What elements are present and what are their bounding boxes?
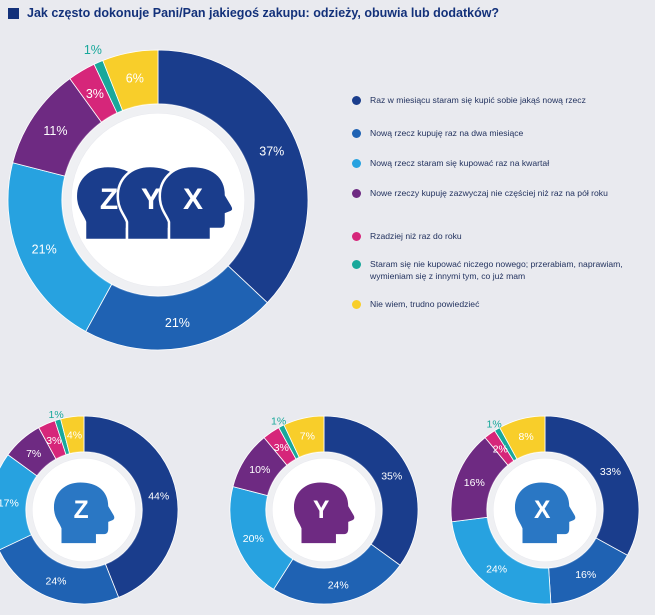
head-y-icon: Y bbox=[293, 482, 355, 544]
head-silhouette-icon bbox=[53, 482, 115, 544]
label-dont-know: 7% bbox=[300, 431, 315, 443]
legend-item-monthly: Raz w miesiącu staram się kupić sobie ja… bbox=[352, 94, 642, 106]
legend-label: Nie wiem, trudno powiedzieć bbox=[370, 299, 480, 309]
donut-chart-z: 44% 24% 17% 7% 3% 1%4% Z bbox=[0, 409, 179, 605]
slice-dont-know bbox=[102, 49, 159, 112]
legend-label: Staram się nie kupować niczego nowego; p… bbox=[370, 259, 623, 281]
label-rarely: 2% bbox=[493, 443, 508, 455]
head-letter: Y bbox=[141, 183, 161, 216]
inner-ring bbox=[265, 451, 383, 569]
label-rarely: 3% bbox=[46, 435, 61, 447]
legend-label: Nową rzecz staram się kupować raz na kwa… bbox=[370, 158, 550, 168]
label-dont-know: 8% bbox=[519, 431, 534, 443]
label-no-new: 1% bbox=[271, 416, 286, 428]
head-letter: X bbox=[183, 183, 203, 216]
legend-item-half-year: Nowe rzeczy kupuję zazwyczaj nie częście… bbox=[352, 187, 642, 199]
label-two-months: 24% bbox=[45, 575, 66, 587]
inner-ring bbox=[61, 103, 255, 297]
legend-item-dont-know: Nie wiem, trudno powiedzieć bbox=[352, 298, 642, 310]
label-quarterly: 24% bbox=[486, 563, 507, 575]
slice-monthly bbox=[83, 415, 179, 598]
slice-monthly bbox=[157, 49, 309, 304]
head-x-icon: X bbox=[158, 164, 235, 242]
legend-item-two-months: Nową rzecz kupuję raz na dwa miesiące bbox=[352, 127, 642, 139]
legend-label: Nową rzecz kupuję raz na dwa miesiące bbox=[370, 128, 524, 138]
donut-chart-x: 33% 16% 24% 16% 2% 1% 8% X bbox=[450, 415, 640, 605]
label-two-months: 16% bbox=[575, 569, 596, 581]
legend-dot-icon bbox=[352, 300, 361, 309]
legend-label: Rzadziej niż raz do roku bbox=[370, 231, 462, 241]
legend-item-quarterly: Nową rzecz staram się kupować raz na kwa… bbox=[352, 157, 642, 169]
label-monthly: 44% bbox=[148, 491, 169, 503]
slice-monthly bbox=[544, 415, 640, 556]
legend-dot-icon bbox=[352, 96, 361, 105]
legend-dot-icon bbox=[352, 260, 361, 269]
head-letter: X bbox=[534, 497, 551, 524]
chart-title: Jak często dokonuje Pani/Pan jakiegoś za… bbox=[27, 6, 500, 20]
slice-dont-know bbox=[499, 415, 546, 460]
label-half-year: 10% bbox=[249, 464, 270, 476]
label-monthly: 35% bbox=[381, 470, 402, 482]
title-square-icon bbox=[8, 7, 19, 19]
label-two-months: 24% bbox=[328, 579, 349, 591]
label-monthly: 33% bbox=[600, 466, 621, 478]
slice-monthly bbox=[323, 415, 419, 566]
donut-chart-zyx: 37% 21% 21% 11% 3% 1% 6% Z Y X bbox=[7, 43, 309, 351]
label-two-months: 21% bbox=[165, 316, 190, 330]
slice-dont-know bbox=[60, 415, 85, 455]
legend-dot-icon bbox=[352, 159, 361, 168]
inner-ring bbox=[25, 451, 143, 569]
label-half-year: 16% bbox=[464, 477, 485, 489]
label-quarterly: 20% bbox=[243, 533, 264, 545]
head-z-icon: Z bbox=[53, 482, 115, 544]
label-half-year: 11% bbox=[43, 124, 67, 138]
legend-item-rarely: Rzadziej niż raz do roku bbox=[352, 230, 642, 242]
label-monthly: 37% bbox=[259, 144, 284, 158]
label-quarterly: 17% bbox=[0, 498, 19, 510]
head-letter: Y bbox=[313, 497, 329, 524]
legend-label: Raz w miesiącu staram się kupić sobie ja… bbox=[370, 95, 586, 105]
label-dont-know: 4% bbox=[67, 429, 82, 441]
donut-chart-y: 35% 24% 20% 10% 3% 1% 7% Y bbox=[229, 415, 419, 605]
slice-two-months bbox=[0, 534, 120, 605]
label-rarely: 3% bbox=[86, 87, 104, 101]
legend-dot-icon bbox=[352, 232, 361, 241]
head-silhouette-icon bbox=[514, 482, 576, 544]
head-x-icon: X bbox=[514, 482, 576, 544]
legend-item-no-new: Staram się nie kupować niczego nowego; p… bbox=[352, 258, 642, 282]
label-rarely: 3% bbox=[274, 442, 289, 454]
head-letter: Z bbox=[74, 497, 89, 524]
label-no-new: 1% bbox=[84, 43, 102, 57]
label-half-year: 7% bbox=[26, 448, 41, 460]
label-no-new: 1% bbox=[49, 409, 64, 421]
head-silhouette-icon bbox=[158, 164, 235, 242]
title-row: Jak często dokonuje Pani/Pan jakiegoś za… bbox=[8, 6, 499, 20]
legend-label: Nowe rzeczy kupuję zazwyczaj nie częście… bbox=[370, 188, 608, 198]
head-silhouette-icon bbox=[293, 482, 355, 544]
label-no-new: 1% bbox=[487, 419, 502, 431]
inner-ring bbox=[486, 451, 604, 569]
slice-dont-know bbox=[283, 415, 325, 459]
legend-dot-icon bbox=[352, 129, 361, 138]
label-dont-know: 6% bbox=[126, 72, 144, 86]
legend-dot-icon bbox=[352, 189, 361, 198]
head-letter: Z bbox=[100, 183, 118, 216]
label-quarterly: 21% bbox=[32, 243, 57, 257]
